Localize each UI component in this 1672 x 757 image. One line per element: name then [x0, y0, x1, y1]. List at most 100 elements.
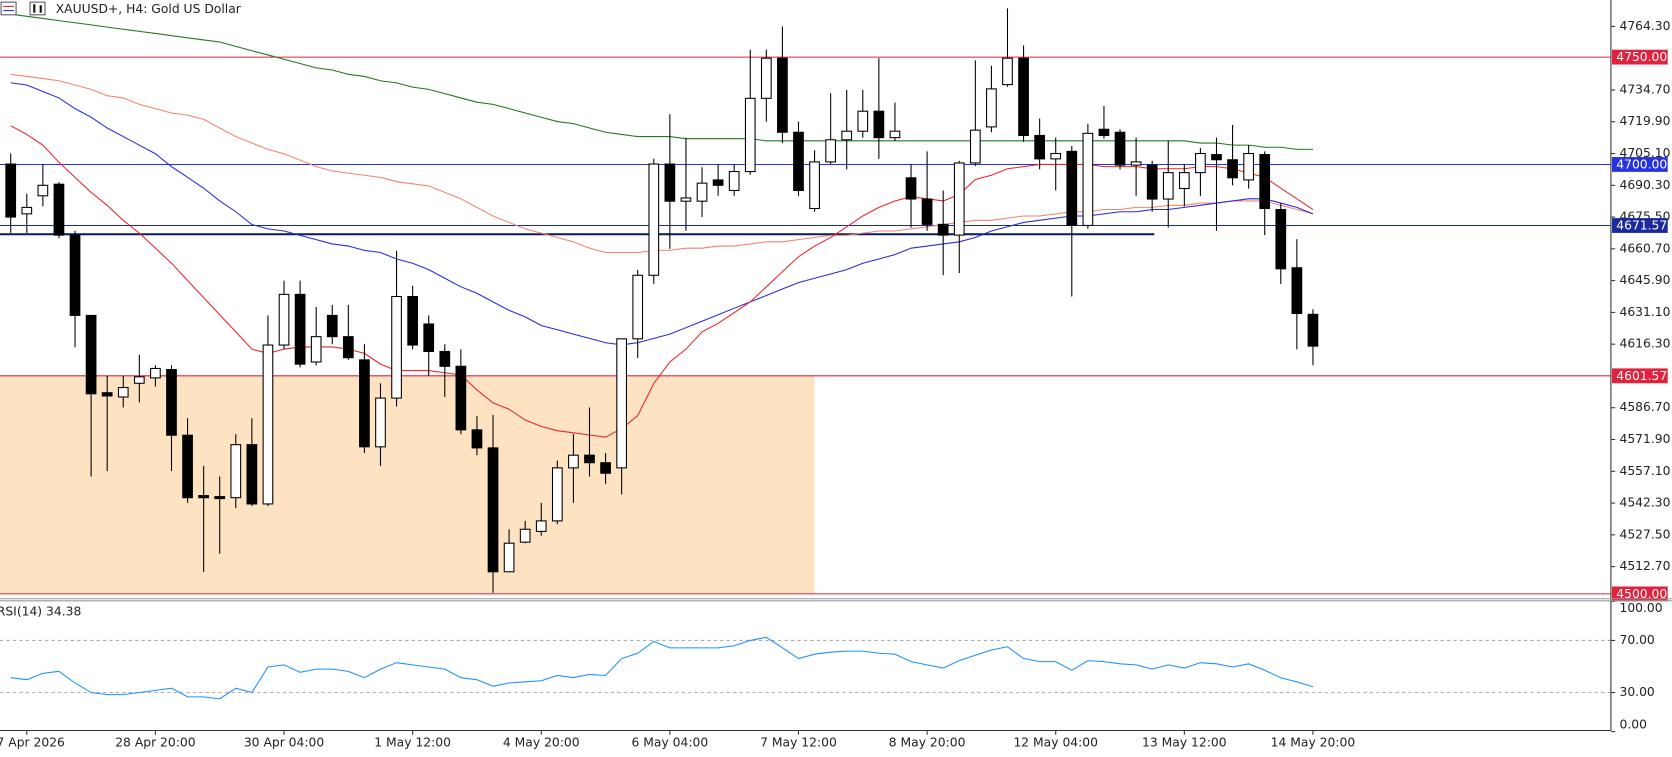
candle-body — [1211, 154, 1222, 161]
candle-body — [969, 129, 981, 164]
candle-body — [69, 234, 81, 316]
level-label-box — [1611, 49, 1668, 65]
support-zone — [0, 375, 815, 594]
candle-body — [535, 520, 547, 532]
level-label-box — [1611, 157, 1668, 172]
candle-body — [1291, 267, 1303, 315]
candle-body — [101, 392, 113, 397]
candle-body — [953, 162, 965, 236]
candle-body — [1146, 164, 1158, 200]
icon-menu[interactable] — [0, 1, 17, 16]
y-tick-label: 4542.30 — [1619, 496, 1670, 510]
candle-body — [182, 434, 193, 499]
y-tick-label: 4719.90 — [1619, 114, 1670, 128]
candle-body — [744, 97, 756, 173]
level-label-box — [1611, 586, 1668, 602]
candle-body — [616, 338, 627, 469]
candle-body — [1275, 209, 1287, 270]
candle-body — [407, 295, 418, 346]
candle-body — [568, 454, 579, 469]
candle-body — [809, 161, 820, 210]
x-tick-label: 8 May 20:00 — [889, 736, 966, 750]
candle-body — [1162, 172, 1174, 200]
candle-body — [584, 454, 595, 464]
candle-body — [471, 429, 483, 449]
level-label-box — [1611, 368, 1668, 384]
y-tick-label: 4645.90 — [1619, 273, 1670, 287]
candle-body — [1066, 150, 1078, 226]
candle-body — [857, 110, 869, 132]
candle-body — [391, 295, 402, 399]
x-tick-label: 27 Apr 2026 — [0, 736, 65, 750]
x-tick-label: 6 May 04:00 — [632, 736, 709, 750]
candle-body — [150, 367, 161, 379]
x-tick-label: 28 Apr 20:00 — [115, 736, 195, 750]
candle-body — [342, 336, 354, 359]
candle-body — [1178, 172, 1190, 190]
y-tick-label: 4631.10 — [1619, 305, 1670, 319]
y-tick-label: 4586.70 — [1619, 400, 1670, 414]
candle-body — [359, 359, 370, 448]
candle-body — [600, 462, 611, 474]
candle-body — [889, 130, 901, 139]
candle-body — [85, 314, 97, 395]
header: XAUUSD+, H4: Gold US Dollar — [0, 1, 242, 16]
candle-body — [1018, 57, 1029, 137]
candle-body — [21, 206, 33, 215]
candle-body — [37, 184, 49, 197]
candle-body — [1082, 132, 1094, 226]
y-tick-label: 70.00 — [1619, 633, 1654, 647]
candle-body — [1002, 57, 1013, 86]
candle-body — [986, 88, 997, 128]
candle-body — [905, 177, 917, 200]
icon-chart[interactable] — [29, 1, 46, 16]
candle-body — [1227, 159, 1238, 179]
candle-body — [551, 467, 563, 522]
candle-body — [1130, 161, 1142, 166]
candle-body — [1050, 152, 1062, 160]
candle-body — [680, 197, 692, 202]
candle-body — [937, 223, 949, 236]
candle-body — [133, 376, 145, 384]
candle-body — [825, 139, 836, 163]
candle-body — [198, 495, 209, 499]
candle-body — [166, 368, 177, 436]
moving-average — [10, 73, 1314, 254]
candle-body — [375, 397, 386, 448]
moving-average — [10, 82, 1314, 346]
x-tick-label: 30 Apr 04:00 — [244, 736, 324, 750]
y-tick-label: 4527.50 — [1619, 527, 1670, 541]
candle-body — [278, 293, 290, 346]
candle-body — [1034, 134, 1045, 160]
x-tick-label: 4 May 20:00 — [503, 736, 580, 750]
candle-body — [696, 182, 708, 202]
level-label: 4500.00 — [1616, 587, 1667, 601]
level-label: 4601.57 — [1616, 369, 1667, 383]
candle-body — [246, 444, 258, 505]
plot-layer: 4764.304734.704719.904705.104690.304675.… — [0, 8, 1670, 750]
candle-body — [648, 163, 660, 276]
candle-body — [921, 198, 933, 225]
candle-body — [230, 444, 242, 499]
y-tick-label: 4764.30 — [1619, 19, 1670, 33]
candle-body — [310, 336, 322, 363]
candle-body — [1098, 128, 1110, 137]
candle-body — [1243, 152, 1254, 181]
level-label: 4700.00 — [1616, 158, 1667, 172]
candle-body — [487, 447, 499, 573]
x-tick-label: 13 May 12:00 — [1142, 736, 1227, 750]
candle-body — [53, 183, 65, 236]
candle-body — [5, 163, 17, 218]
moving-average — [10, 13, 1313, 150]
candle-body — [1259, 154, 1271, 210]
y-tick-label: 4571.90 — [1619, 432, 1670, 446]
candle-body — [873, 110, 885, 139]
candle-body — [760, 57, 772, 99]
candle-body — [793, 131, 804, 191]
y-tick-label: 4557.10 — [1619, 464, 1670, 478]
x-tick-label: 7 May 12:00 — [760, 736, 837, 750]
candle-body — [777, 57, 788, 133]
candle-body — [632, 274, 644, 340]
